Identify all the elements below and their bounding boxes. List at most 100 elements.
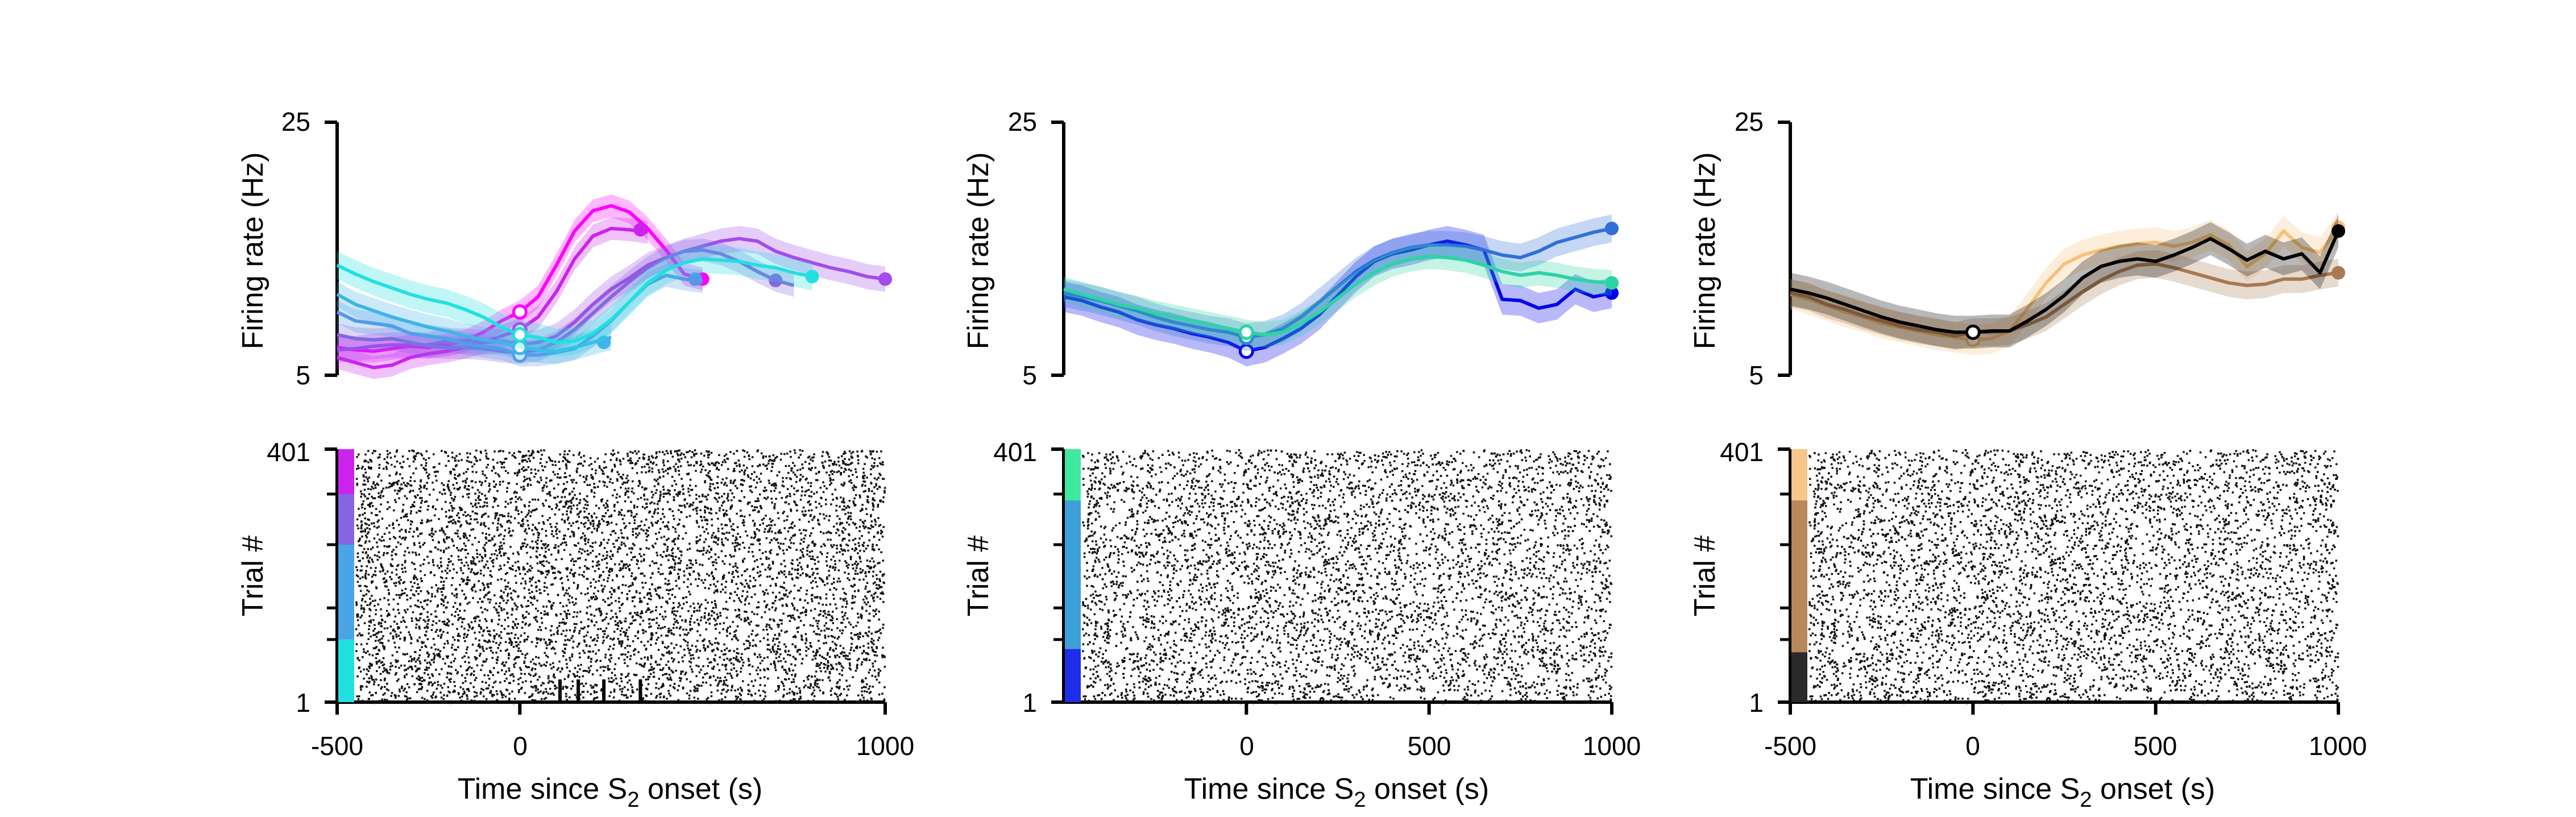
spike	[658, 649, 660, 651]
spike	[410, 606, 412, 608]
spike	[770, 585, 772, 587]
spike	[624, 647, 627, 649]
spike	[667, 661, 670, 663]
spike	[674, 566, 676, 569]
spike	[378, 496, 380, 498]
spike	[695, 559, 697, 562]
spike	[686, 567, 688, 570]
spike	[819, 664, 821, 666]
spike	[789, 654, 791, 657]
spike	[719, 677, 721, 679]
spike	[749, 673, 751, 675]
spike	[800, 454, 802, 456]
spike	[566, 629, 568, 632]
spike	[411, 666, 413, 669]
spike	[525, 516, 527, 518]
spike	[696, 690, 699, 692]
spike	[414, 604, 417, 607]
spike	[807, 678, 810, 681]
spike	[654, 509, 657, 511]
spike	[741, 659, 744, 661]
spike	[857, 638, 860, 640]
spike	[454, 595, 456, 597]
spike	[799, 529, 801, 532]
spike	[474, 679, 476, 681]
spike	[459, 610, 461, 612]
spike	[814, 563, 816, 565]
spike	[413, 577, 415, 579]
spike	[486, 583, 488, 586]
spike	[524, 580, 526, 583]
spike	[549, 493, 551, 495]
spike	[602, 642, 604, 644]
spike	[857, 616, 860, 619]
spike	[547, 675, 550, 678]
spike	[500, 590, 503, 592]
spike	[372, 619, 375, 621]
spike	[748, 693, 750, 695]
spike	[822, 679, 824, 682]
spike	[505, 470, 507, 472]
spike	[577, 665, 579, 667]
spike	[848, 540, 851, 542]
spike	[564, 639, 566, 641]
spike	[544, 484, 546, 487]
spike	[872, 686, 874, 688]
spike	[755, 634, 757, 637]
spike	[391, 551, 393, 553]
spike	[812, 574, 814, 576]
spike	[848, 564, 850, 566]
spike	[724, 563, 726, 565]
spike	[857, 459, 860, 462]
spike	[504, 673, 506, 675]
spike	[471, 487, 474, 489]
spike	[861, 661, 864, 663]
spike	[773, 602, 775, 604]
spike	[566, 663, 568, 665]
spike	[753, 471, 756, 474]
spike	[424, 634, 426, 636]
spike	[638, 532, 641, 534]
spike	[479, 505, 482, 508]
spike	[727, 658, 729, 660]
spike	[639, 483, 641, 485]
spike	[804, 534, 807, 537]
spike	[696, 536, 698, 538]
spike	[634, 528, 637, 530]
spike	[824, 612, 827, 615]
spike	[700, 616, 703, 619]
spike	[382, 495, 384, 497]
spike	[627, 455, 629, 457]
spike	[520, 669, 522, 671]
spike	[545, 551, 547, 553]
spike	[666, 647, 668, 649]
spike	[358, 508, 360, 510]
spike	[775, 690, 777, 692]
spike	[401, 594, 403, 596]
spike	[503, 554, 505, 557]
spike	[723, 513, 725, 516]
spike	[368, 628, 370, 631]
spike	[534, 499, 537, 501]
spike	[750, 537, 753, 539]
spike	[550, 584, 553, 586]
spike	[358, 515, 360, 517]
spike	[416, 590, 418, 592]
spike	[861, 663, 863, 666]
spike	[482, 473, 484, 475]
spike	[658, 567, 660, 570]
spike	[405, 611, 407, 613]
spike	[636, 453, 638, 455]
spike	[667, 453, 669, 455]
spike	[366, 476, 368, 479]
spike	[749, 645, 751, 647]
spike	[411, 617, 413, 620]
spike	[465, 515, 467, 517]
spike	[671, 476, 674, 478]
spike	[409, 697, 412, 699]
spike	[567, 453, 569, 455]
spike	[780, 563, 782, 566]
spike	[423, 608, 425, 610]
spike	[610, 596, 612, 599]
spike	[537, 610, 539, 612]
